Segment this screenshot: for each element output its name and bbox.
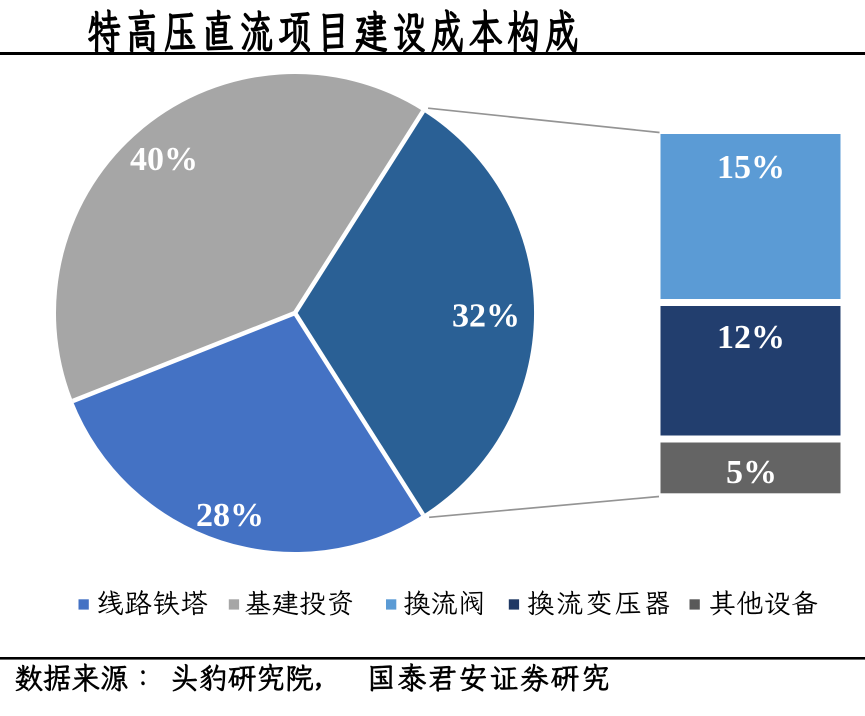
svg-text:28%: 28% [196,497,264,534]
svg-text:15%: 15% [717,149,785,186]
svg-text:40%: 40% [130,141,198,178]
svg-text:32%: 32% [452,297,520,334]
svg-text:5%: 5% [726,454,777,491]
svg-text:12%: 12% [717,319,785,356]
